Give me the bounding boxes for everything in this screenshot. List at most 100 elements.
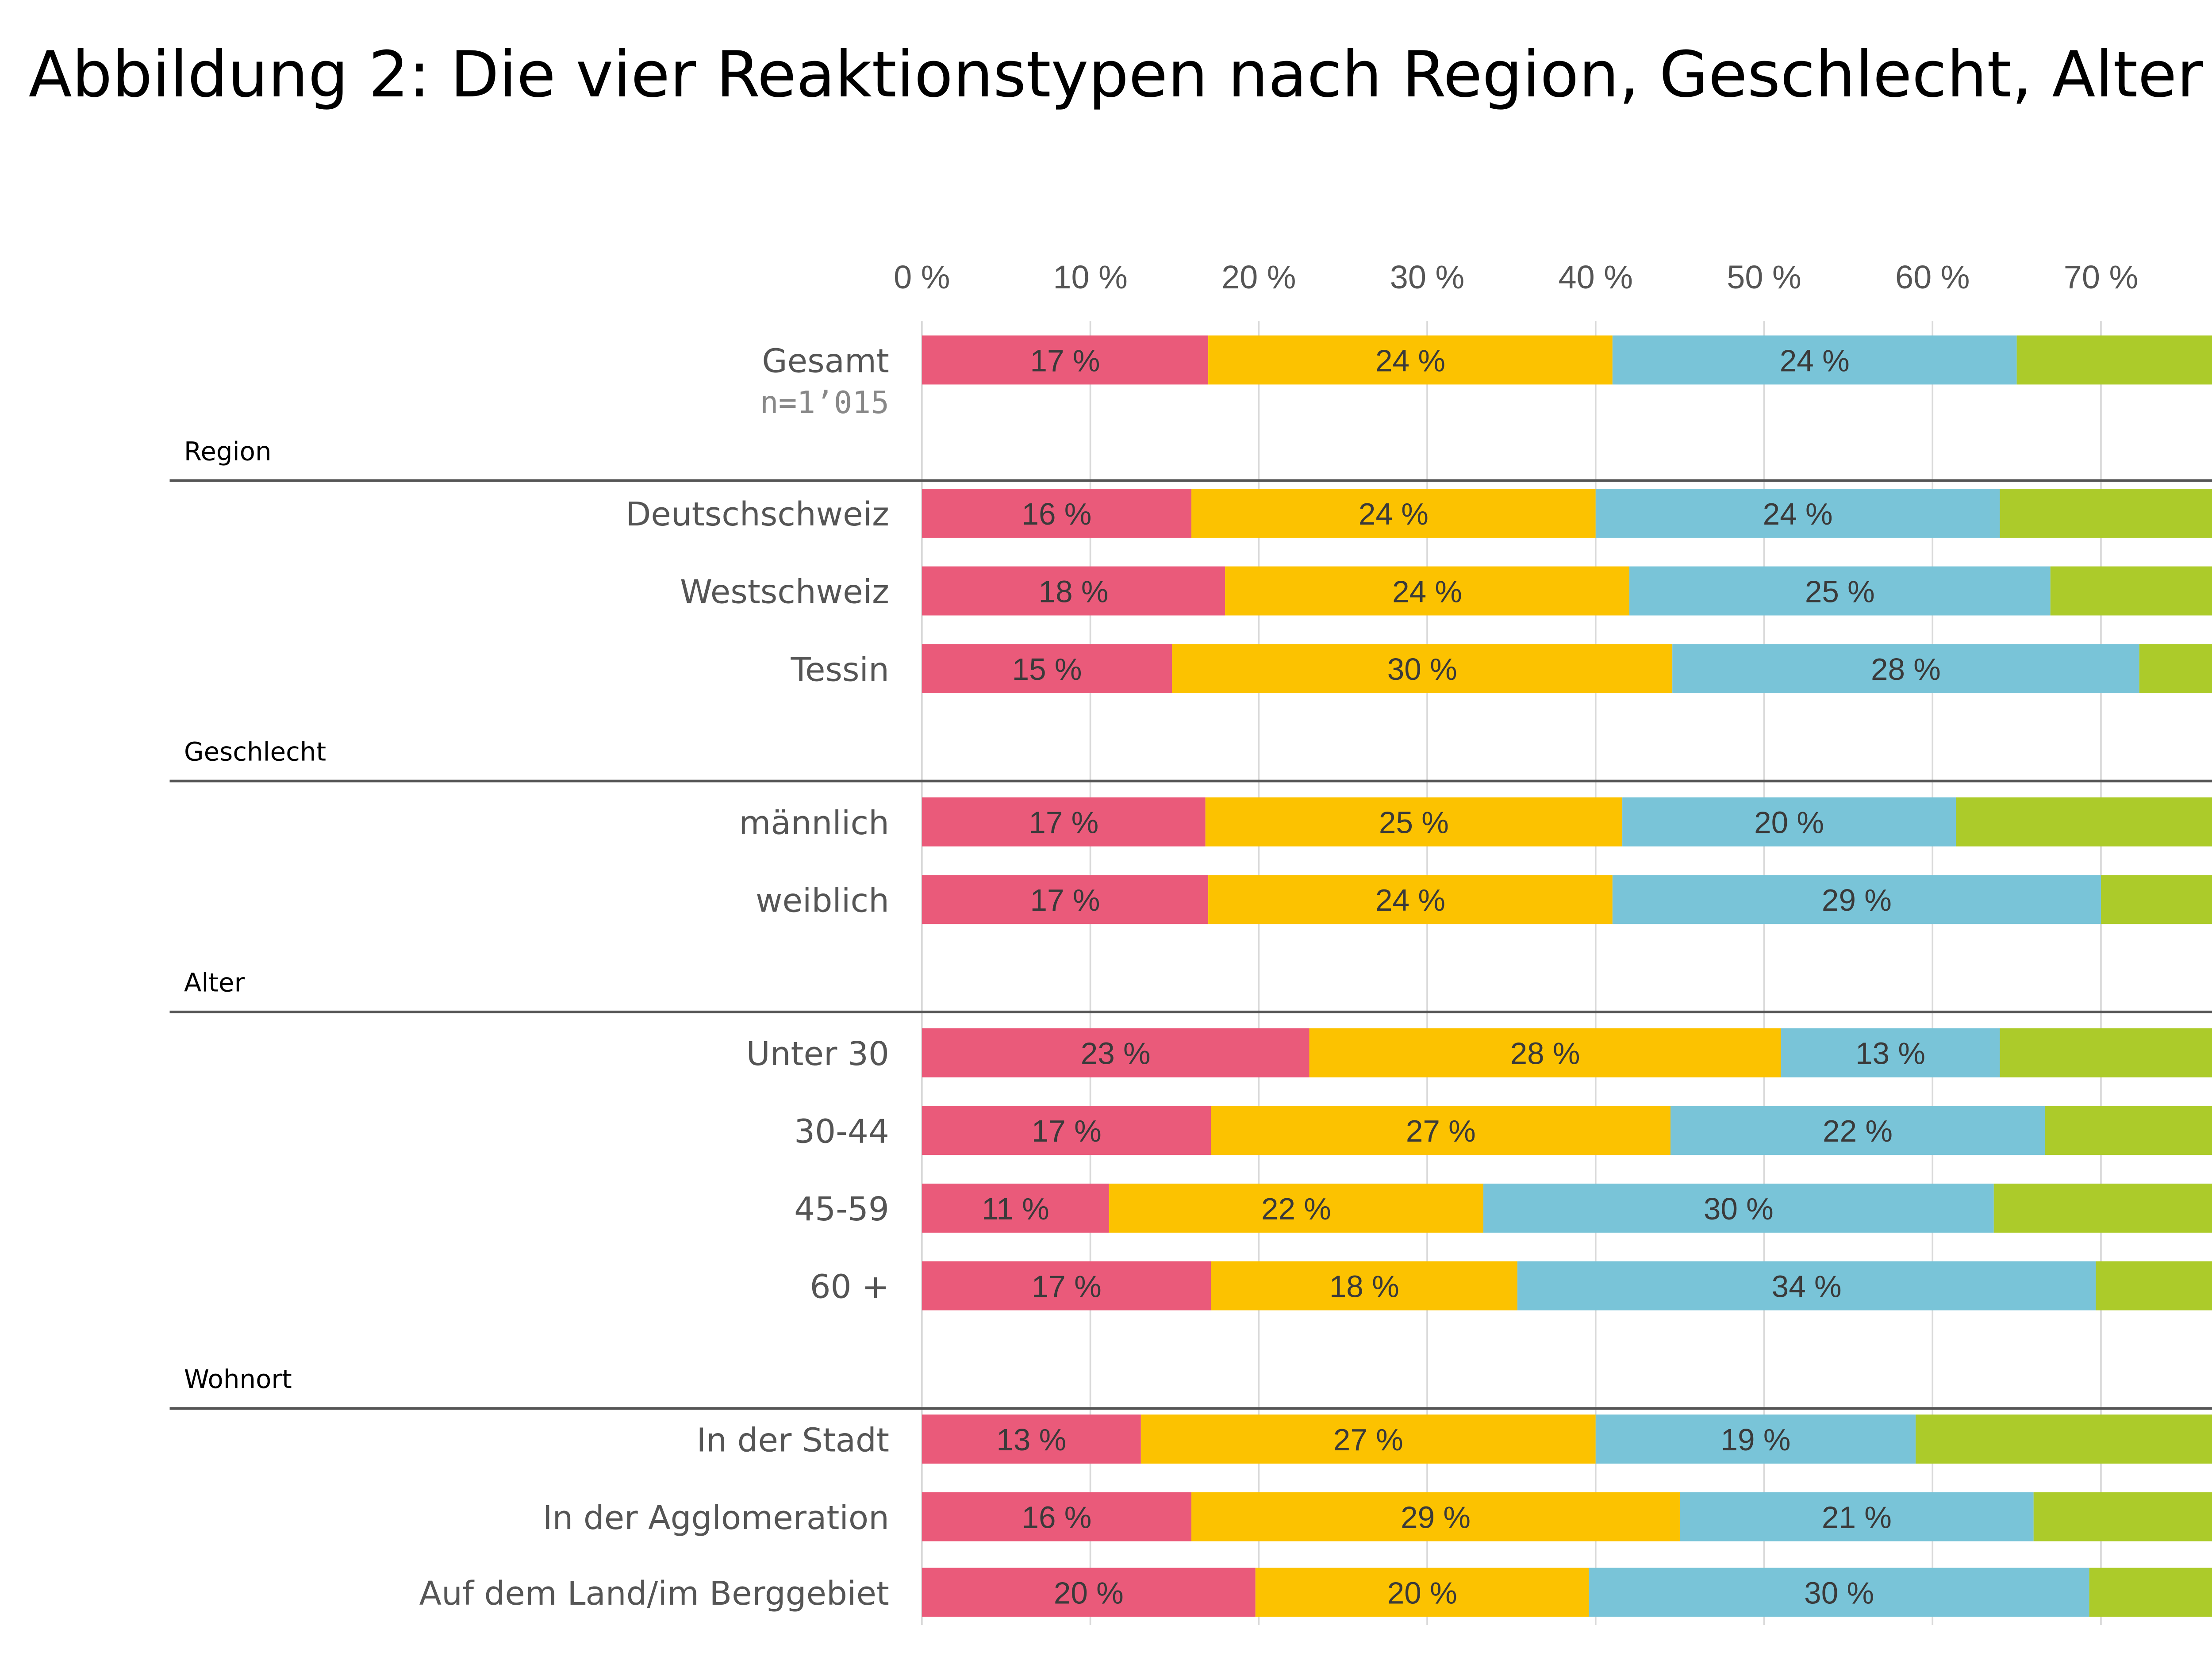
bar-segment-1 [922, 644, 1172, 694]
bar-segment-1 [922, 1568, 1256, 1617]
group-label: Region [184, 436, 272, 466]
bar-segment-2 [1141, 1414, 1596, 1464]
data-label: 24 % [1392, 574, 1462, 609]
data-label: 17 % [1032, 1114, 1102, 1148]
data-label: 13 % [1855, 1036, 1925, 1071]
data-label: 30 % [1704, 1192, 1774, 1226]
data-label: 22 % [1261, 1192, 1331, 1226]
bar-segment-2 [1205, 797, 1623, 847]
data-label: 29 % [1401, 1500, 1471, 1535]
bar-segment-2 [1208, 875, 1613, 924]
bar-segment-1 [922, 335, 1209, 385]
bar-segment-3 [1629, 566, 2051, 616]
bar-segment-3 [1680, 1492, 2034, 1541]
data-label: 15 % [1012, 652, 1082, 686]
data-label: 30 % [1804, 1576, 1874, 1610]
data-label: 24 % [1375, 883, 1445, 917]
group-label: Wohnort [184, 1364, 292, 1394]
chart-title: Abbildung 2: Die vier Reaktionstypen nac… [29, 38, 2212, 111]
bar-segment-1 [922, 1261, 1211, 1311]
bar-segment-2 [1172, 644, 1673, 694]
bar-segment-4 [2096, 1261, 2212, 1311]
bar-segment-2 [1191, 1492, 1680, 1541]
category-label: 30-44 [794, 1113, 889, 1151]
data-label: 27 % [1406, 1114, 1476, 1148]
data-label: 13 % [996, 1422, 1066, 1457]
bar-row: 60 +17 %18 %34 %30 % [810, 1261, 2212, 1311]
bar-segment-3 [1612, 875, 2101, 924]
data-label: 30 % [1387, 652, 1457, 686]
bar-segment-4 [1993, 1183, 2212, 1233]
bar-segment-3 [1595, 488, 2000, 538]
bar-segment-4 [2045, 1106, 2212, 1155]
category-label: weiblich [756, 882, 889, 920]
x-tick-label: 30 % [1390, 259, 1464, 295]
bar-segment-2 [1109, 1183, 1483, 1233]
bar-segment-1 [922, 566, 1225, 616]
bar-segment-3 [1670, 1106, 2045, 1155]
data-label: 25 % [1805, 574, 1875, 609]
data-label: 19 % [1720, 1422, 1790, 1457]
bar-segment-4 [2139, 644, 2212, 694]
data-label: 21 % [1822, 1500, 1892, 1535]
data-label: 11 % [982, 1192, 1049, 1226]
group-label: Geschlecht [184, 737, 326, 767]
data-label: 16 % [1022, 1500, 1091, 1535]
data-label: 17 % [1032, 1269, 1102, 1303]
bar-segment-4 [2000, 1028, 2212, 1077]
bar-segment-3 [1612, 335, 2017, 385]
category-label: Tessin [790, 651, 889, 689]
data-label: 17 % [1029, 805, 1098, 840]
data-label: 25 % [1379, 805, 1449, 840]
bar-segment-4 [2033, 1492, 2212, 1541]
category-label: männlich [739, 804, 889, 842]
x-tick-label: 40 % [1559, 259, 1633, 295]
bar-segment-1 [922, 1028, 1310, 1077]
bar-segment-2 [1225, 566, 1629, 616]
x-tick-label: 70 % [2064, 259, 2138, 295]
bar-segment-4 [2016, 335, 2212, 385]
data-label: 24 % [1780, 343, 1850, 378]
bar-segment-3 [1672, 644, 2139, 694]
x-tick-label: 50 % [1727, 259, 1801, 295]
bar-segment-2 [1211, 1261, 1517, 1311]
bar-segment-3 [1781, 1028, 2000, 1077]
bar-segment-4 [2089, 1568, 2212, 1617]
x-tick-label: 10 % [1053, 259, 1127, 295]
data-label: 23 % [1081, 1036, 1151, 1071]
bar-segment-1 [922, 488, 1192, 538]
bar-segment-3 [1517, 1261, 2096, 1311]
x-tick-label: 20 % [1221, 259, 1296, 295]
bar-segment-4 [1956, 797, 2212, 847]
data-label: 20 % [1754, 805, 1824, 840]
category-label: 60 + [810, 1268, 889, 1306]
data-label: 34 % [1772, 1269, 1842, 1303]
data-label: 18 % [1329, 1269, 1399, 1303]
data-label: 24 % [1763, 497, 1833, 531]
data-label: 27 % [1333, 1422, 1403, 1457]
data-label: 20 % [1054, 1576, 1124, 1610]
bar-segment-2 [1309, 1028, 1781, 1077]
data-label: 22 % [1823, 1114, 1893, 1148]
sample-size-note: n=1’015 [760, 385, 889, 421]
gridlines [921, 321, 2102, 1625]
bar-segment-4 [2101, 875, 2212, 924]
group-label: Alter [184, 968, 245, 998]
x-tick-label: 60 % [1895, 259, 1970, 295]
category-label: In der Agglomeration [543, 1499, 889, 1537]
data-label: 17 % [1030, 343, 1100, 378]
category-label: Westschweiz [680, 573, 889, 611]
bar-segment-2 [1208, 335, 1613, 385]
bar-segment-1 [922, 875, 1209, 924]
bar-segment-2 [1211, 1106, 1671, 1155]
data-label: 18 % [1039, 574, 1109, 609]
